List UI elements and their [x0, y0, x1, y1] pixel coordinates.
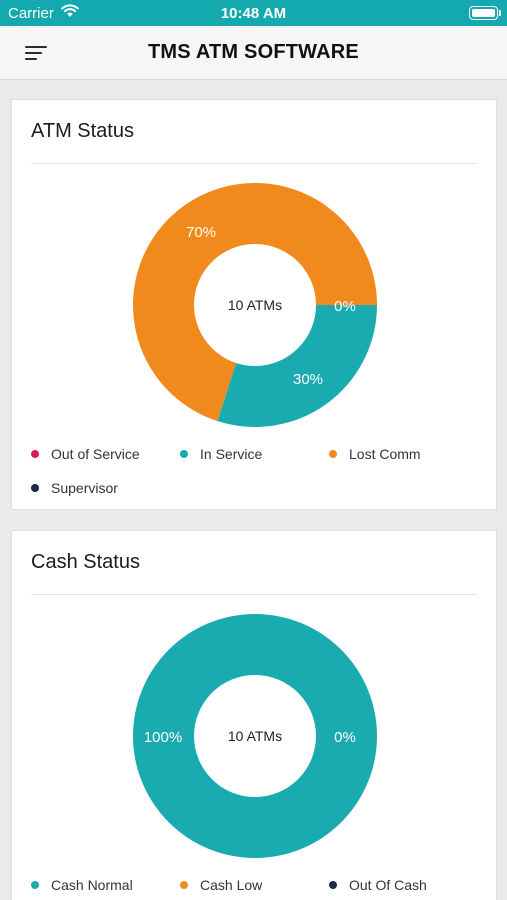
atm-status-card: ATM Status 10 ATMs0%30%70%0% Out of Serv… [11, 99, 497, 510]
divider [31, 594, 477, 595]
nav-bar: TMS ATM SOFTWARE [0, 26, 507, 80]
legend-label: Out Of Cash [349, 877, 427, 893]
legend-dot [31, 484, 39, 492]
wifi-icon [61, 4, 79, 23]
battery-icon [469, 6, 501, 20]
legend-label: Lost Comm [349, 446, 421, 462]
donut-hole [194, 244, 316, 366]
page-title: TMS ATM SOFTWARE [148, 41, 359, 63]
donut-center-label: 10 ATMs [228, 728, 282, 744]
legend-item-cash-low[interactable]: Cash Low [180, 877, 262, 893]
atm-status-donut-chart: 10 ATMs0%30%70%0% [132, 183, 377, 427]
legend-item-in-service[interactable]: In Service [180, 446, 262, 462]
divider [31, 163, 477, 164]
legend-item-out-of-service[interactable]: Out of Service [31, 446, 140, 462]
data-label-cash-normal: 100% [144, 729, 182, 746]
donut-center-label: 10 ATMs [228, 297, 282, 313]
legend-label: Supervisor [51, 480, 118, 496]
cash-status-title: Cash Status [31, 551, 140, 573]
data-label-cash-low: 0% [334, 729, 356, 746]
legend-item-supervisor[interactable]: Supervisor [31, 480, 118, 496]
data-label-lost-comm: 70% [186, 224, 216, 241]
clock-time: 10:48 AM [220, 5, 287, 22]
legend-label: Cash Normal [51, 877, 133, 893]
carrier-label: Carrier [8, 5, 54, 22]
data-label-in-service: 30% [293, 371, 323, 388]
legend-item-lost-comm[interactable]: Lost Comm [329, 446, 421, 462]
legend-label: In Service [200, 446, 263, 462]
legend-dot [31, 881, 39, 889]
donut-hole [194, 675, 316, 797]
legend-dot [31, 450, 39, 458]
legend-item-cash-normal[interactable]: Cash Normal [31, 877, 133, 893]
legend-dot [180, 881, 188, 889]
legend-dot [329, 450, 337, 458]
legend-dot [329, 881, 337, 889]
atm-status-title: ATM Status [31, 120, 134, 142]
legend-item-out-of-cash[interactable]: Out Of Cash [329, 877, 427, 893]
data-label-supervisor: 0% [334, 298, 356, 315]
hamburger-icon[interactable] [25, 44, 47, 62]
status-bar: Carrier 10:48 AM [0, 0, 507, 26]
legend-label: Out of Service [51, 446, 140, 462]
legend-label: Cash Low [200, 877, 263, 893]
legend-dot [180, 450, 188, 458]
